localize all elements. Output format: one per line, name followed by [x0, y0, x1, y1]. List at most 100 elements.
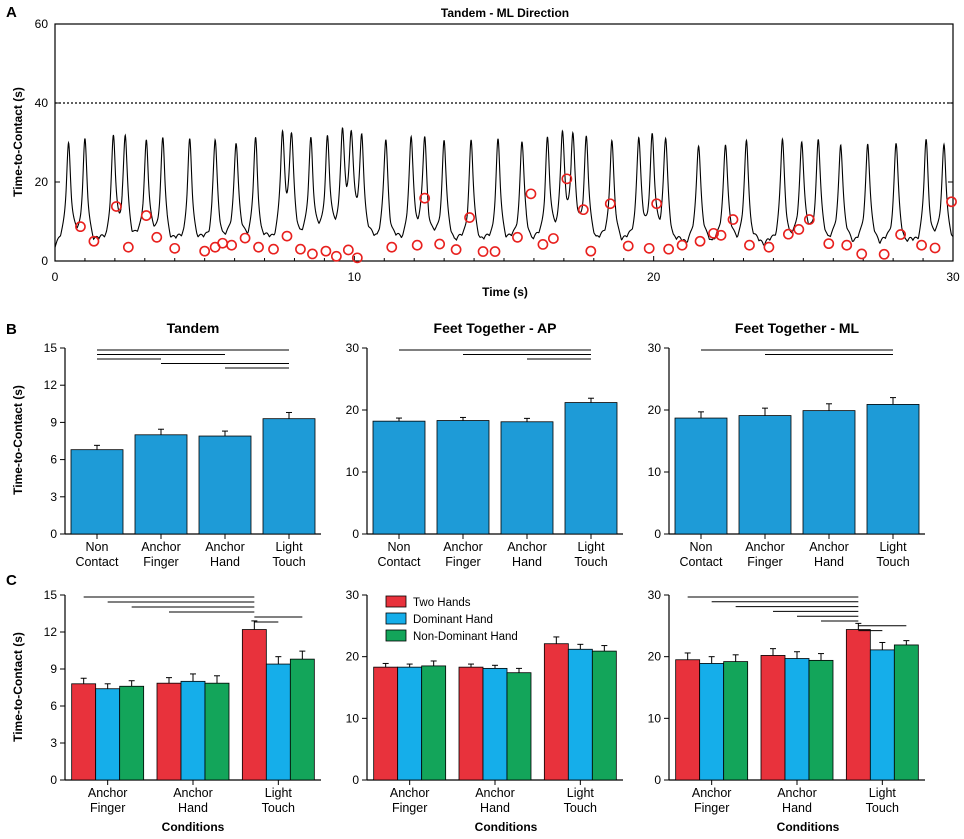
- bar: [482, 667, 508, 781]
- minimum-marker: [268, 243, 279, 255]
- panel-letter-c: C: [6, 572, 17, 589]
- category-label-line1: Non: [690, 540, 713, 554]
- minimum-marker: [169, 242, 181, 254]
- bar: [373, 666, 399, 781]
- minimum-marker: [577, 204, 589, 216]
- category-label-line1: Anchor: [809, 540, 849, 554]
- category-label-line2: Finger: [90, 801, 125, 815]
- bar: [543, 643, 569, 781]
- bar: [869, 649, 895, 781]
- minimum-marker: [946, 196, 957, 208]
- legend-swatch-dominant-hand: [385, 612, 407, 625]
- bar: [95, 688, 121, 781]
- bar: [119, 685, 145, 781]
- minimum-marker: [744, 239, 755, 251]
- minimum-marker: [75, 221, 86, 233]
- bar: [71, 683, 97, 781]
- category-label-line2: Touch: [262, 801, 295, 815]
- minimum-marker: [489, 246, 501, 257]
- panel-C: C Time-to-Contact (s) Conditions Conditi…: [6, 572, 925, 834]
- category-label-line1: Light: [567, 786, 595, 800]
- category-label-line1: Light: [869, 786, 897, 800]
- panel-c-y-axis-label: Time-to-Contact (s): [11, 632, 25, 742]
- category-label-line2: Touch: [272, 555, 305, 569]
- bar: [567, 648, 593, 781]
- bar: [198, 435, 252, 535]
- category-label-line1: Light: [879, 540, 907, 554]
- y-tick-label: 0: [50, 773, 57, 787]
- minimum-marker: [585, 245, 597, 257]
- category-label-line2: Finger: [747, 555, 782, 569]
- bar: [738, 415, 792, 535]
- panel-B: B Tandem Feet Together - AP Feet Togethe…: [6, 320, 925, 569]
- minimum-marker: [878, 248, 890, 260]
- y-tick-label: 10: [648, 711, 662, 725]
- minimum-marker: [803, 214, 815, 225]
- y-tick-label: 20: [648, 403, 662, 417]
- minimum-marker: [604, 198, 616, 210]
- panel-b3-plot: 0102030NonContactAnchorFingerAnchorHandL…: [648, 341, 925, 569]
- category-label-line1: Light: [275, 540, 303, 554]
- bar: [784, 658, 810, 781]
- category-label-line1: Anchor: [777, 786, 817, 800]
- minimum-marker: [281, 230, 293, 242]
- bar: [204, 682, 230, 781]
- bar: [134, 434, 188, 535]
- minimum-marker: [419, 192, 431, 204]
- bar: [893, 644, 919, 781]
- x-tick-label: 30: [946, 270, 960, 284]
- bar: [70, 449, 124, 535]
- minimum-marker: [547, 233, 559, 244]
- y-tick-label: 40: [35, 96, 49, 110]
- bar: [591, 650, 617, 781]
- minimum-marker: [525, 188, 537, 200]
- category-label-line1: Anchor: [88, 786, 128, 800]
- category-label-line1: Light: [265, 786, 293, 800]
- panel-b2-plot: 0102030NonContactAnchorFingerAnchorHandL…: [346, 341, 623, 569]
- minimum-marker: [823, 238, 835, 250]
- minimum-marker: [708, 227, 719, 239]
- category-label-line2: Contact: [679, 555, 723, 569]
- legend-label-dominant-hand: Dominant Hand: [413, 614, 493, 626]
- y-tick-label: 0: [50, 527, 57, 541]
- y-tick-label: 0: [654, 773, 661, 787]
- category-label-line1: Anchor: [205, 540, 245, 554]
- minimum-marker: [386, 241, 398, 253]
- y-tick-label: 10: [346, 465, 360, 479]
- y-tick-label: 20: [346, 403, 360, 417]
- category-label-line2: Touch: [574, 555, 607, 569]
- y-tick-label: 0: [352, 773, 359, 787]
- bar: [372, 420, 426, 535]
- minimum-marker: [140, 210, 152, 221]
- minimum-marker: [727, 214, 739, 225]
- minimum-marker: [320, 245, 332, 257]
- category-label-line2: Hand: [814, 555, 844, 569]
- minimum-marker: [122, 241, 134, 253]
- minimum-marker: [217, 237, 229, 249]
- panel-a-y-axis-label: Time-to-Contact (s): [11, 87, 25, 197]
- minimum-marker: [561, 173, 573, 185]
- bar: [436, 420, 490, 535]
- minimum-marker: [239, 232, 251, 244]
- y-tick-label: 15: [44, 588, 58, 602]
- y-tick-label: 10: [648, 465, 662, 479]
- minimum-marker: [512, 231, 523, 243]
- y-tick-label: 20: [648, 650, 662, 664]
- minimum-marker: [856, 248, 868, 260]
- x-tick-label: 10: [348, 270, 362, 284]
- bar: [845, 629, 871, 781]
- panel-A: A Tandem - ML Direction Time (s) Time-to…: [6, 4, 960, 299]
- minimum-marker: [226, 239, 238, 251]
- bar: [699, 663, 725, 781]
- category-label-line2: Contact: [75, 555, 119, 569]
- panel-b2-title: Feet Together - AP: [434, 320, 557, 336]
- bar: [866, 404, 920, 535]
- y-tick-label: 6: [50, 453, 57, 467]
- panel-a-plot: 0 20 40 60 0 10 20 30: [35, 17, 960, 284]
- y-tick-label: 12: [44, 378, 58, 392]
- bar: [180, 680, 206, 781]
- minimum-marker: [88, 235, 100, 247]
- minimum-marker: [663, 243, 675, 255]
